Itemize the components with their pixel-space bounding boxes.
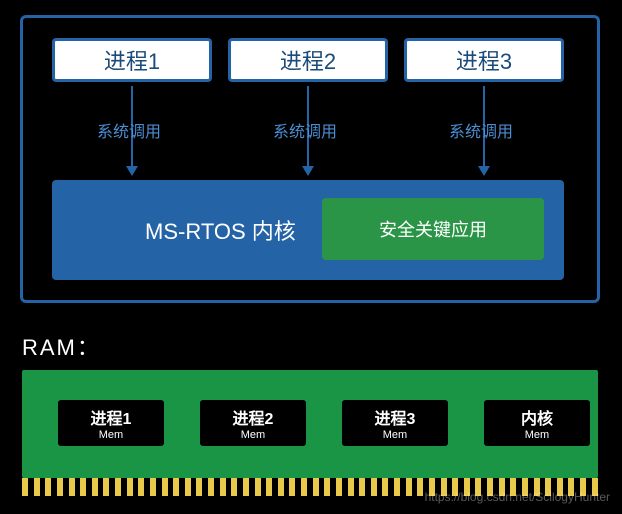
mem-sub-label: Mem <box>241 429 265 441</box>
arrow-head-icon <box>126 166 138 176</box>
mem-main-label: 进程3 <box>375 405 416 429</box>
ram-pin-icon <box>278 478 284 496</box>
process-box-1: 进程1 <box>52 38 212 82</box>
ram-pin-icon <box>266 478 272 496</box>
ram-pin-icon <box>196 478 202 496</box>
ram-pin-icon <box>371 478 377 496</box>
mem-block-1: 进程1Mem <box>58 400 164 446</box>
ram-pin-icon <box>255 478 261 496</box>
process-box-3: 进程3 <box>404 38 564 82</box>
ram-pin-icon <box>220 478 226 496</box>
ram-pin-icon <box>185 478 191 496</box>
mem-main-label: 进程2 <box>233 405 274 429</box>
syscall-label-3: 系统调用 <box>449 118 513 142</box>
ram-pin-icon <box>231 478 237 496</box>
safety-app-box: 安全关键应用 <box>322 198 544 260</box>
mem-sub-label: Mem <box>525 429 549 441</box>
mem-block-3: 进程3Mem <box>342 400 448 446</box>
process-box-2: 进程2 <box>228 38 388 82</box>
safety-app-label: 安全关键应用 <box>379 216 487 242</box>
ram-pin-icon <box>289 478 295 496</box>
syscall-label-1: 系统调用 <box>97 118 161 142</box>
kernel-label: MS-RTOS 内核 <box>145 214 296 246</box>
ram-pin-icon <box>348 478 354 496</box>
arrow-head-icon <box>478 166 490 176</box>
ram-pin-icon <box>324 478 330 496</box>
ram-pin-icon <box>45 478 51 496</box>
ram-pin-icon <box>103 478 109 496</box>
ram-pin-icon <box>57 478 63 496</box>
ram-pin-icon <box>243 478 249 496</box>
ram-section-label: RAM： <box>22 330 101 362</box>
ram-pin-icon <box>80 478 86 496</box>
mem-block-2: 进程2Mem <box>200 400 306 446</box>
ram-pin-icon <box>92 478 98 496</box>
ram-pin-icon <box>138 478 144 496</box>
ram-pin-icon <box>34 478 40 496</box>
mem-main-label: 进程1 <box>91 405 132 429</box>
ram-pin-icon <box>150 478 156 496</box>
ram-pin-icon <box>394 478 400 496</box>
ram-pin-icon <box>406 478 412 496</box>
ram-pin-icon <box>115 478 121 496</box>
ram-pin-icon <box>359 478 365 496</box>
mem-sub-label: Mem <box>383 429 407 441</box>
ram-pin-icon <box>127 478 133 496</box>
arrow-head-icon <box>302 166 314 176</box>
ram-pin-icon <box>22 478 28 496</box>
ram-pin-icon <box>208 478 214 496</box>
ram-pin-icon <box>173 478 179 496</box>
mem-main-label: 内核 <box>521 405 553 429</box>
ram-pin-icon <box>336 478 342 496</box>
process-2-label: 进程2 <box>280 44 336 76</box>
ram-pin-icon <box>417 478 423 496</box>
ram-pin-icon <box>382 478 388 496</box>
watermark: https://blog.csdn.net/ScilogyHunter <box>425 490 610 504</box>
ram-pin-icon <box>69 478 75 496</box>
ram-pin-icon <box>313 478 319 496</box>
mem-block-4: 内核Mem <box>484 400 590 446</box>
process-3-label: 进程3 <box>456 44 512 76</box>
process-1-label: 进程1 <box>104 44 160 76</box>
ram-pin-icon <box>301 478 307 496</box>
ram-pin-icon <box>162 478 168 496</box>
syscall-label-2: 系统调用 <box>273 118 337 142</box>
mem-sub-label: Mem <box>99 429 123 441</box>
